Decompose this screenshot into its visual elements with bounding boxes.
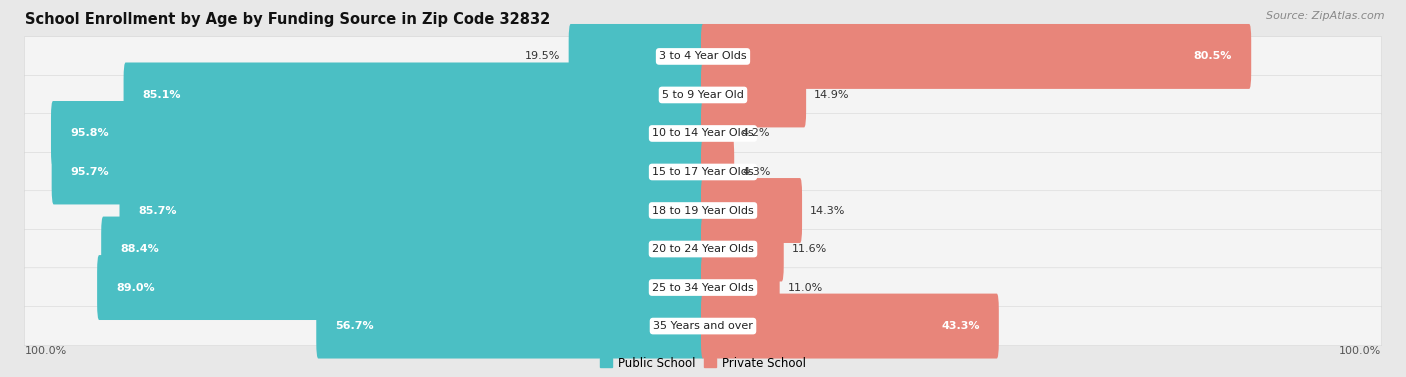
FancyBboxPatch shape xyxy=(24,152,1382,192)
FancyBboxPatch shape xyxy=(316,294,704,359)
FancyBboxPatch shape xyxy=(24,268,1382,307)
Text: 5 to 9 Year Old: 5 to 9 Year Old xyxy=(662,90,744,100)
FancyBboxPatch shape xyxy=(124,63,704,127)
Text: 85.7%: 85.7% xyxy=(139,205,177,216)
Text: 19.5%: 19.5% xyxy=(526,51,561,61)
Text: Source: ZipAtlas.com: Source: ZipAtlas.com xyxy=(1267,11,1385,21)
Text: 11.6%: 11.6% xyxy=(792,244,827,254)
Text: 14.9%: 14.9% xyxy=(814,90,849,100)
Text: 11.0%: 11.0% xyxy=(787,282,823,293)
FancyBboxPatch shape xyxy=(97,255,704,320)
Text: 95.8%: 95.8% xyxy=(70,129,108,138)
FancyBboxPatch shape xyxy=(24,37,1382,76)
Text: 43.3%: 43.3% xyxy=(942,321,980,331)
Legend: Public School, Private School: Public School, Private School xyxy=(595,352,811,374)
FancyBboxPatch shape xyxy=(702,24,1251,89)
Text: 100.0%: 100.0% xyxy=(24,346,66,356)
Text: 100.0%: 100.0% xyxy=(1340,346,1382,356)
FancyBboxPatch shape xyxy=(24,307,1382,346)
FancyBboxPatch shape xyxy=(24,229,1382,269)
FancyBboxPatch shape xyxy=(702,63,806,127)
Text: 80.5%: 80.5% xyxy=(1194,51,1232,61)
Text: 4.2%: 4.2% xyxy=(742,129,770,138)
Text: 85.1%: 85.1% xyxy=(142,90,181,100)
Text: 35 Years and over: 35 Years and over xyxy=(652,321,754,331)
FancyBboxPatch shape xyxy=(52,139,704,204)
Text: 3 to 4 Year Olds: 3 to 4 Year Olds xyxy=(659,51,747,61)
Text: 18 to 19 Year Olds: 18 to 19 Year Olds xyxy=(652,205,754,216)
Text: 4.3%: 4.3% xyxy=(742,167,770,177)
FancyBboxPatch shape xyxy=(120,178,704,243)
Text: 89.0%: 89.0% xyxy=(117,282,155,293)
Text: School Enrollment by Age by Funding Source in Zip Code 32832: School Enrollment by Age by Funding Sour… xyxy=(24,12,550,28)
Text: 10 to 14 Year Olds: 10 to 14 Year Olds xyxy=(652,129,754,138)
FancyBboxPatch shape xyxy=(51,101,704,166)
FancyBboxPatch shape xyxy=(702,216,783,282)
FancyBboxPatch shape xyxy=(702,101,734,166)
Text: 56.7%: 56.7% xyxy=(335,321,374,331)
Text: 88.4%: 88.4% xyxy=(120,244,159,254)
FancyBboxPatch shape xyxy=(24,114,1382,153)
FancyBboxPatch shape xyxy=(702,178,801,243)
FancyBboxPatch shape xyxy=(24,191,1382,230)
FancyBboxPatch shape xyxy=(702,255,780,320)
Text: 14.3%: 14.3% xyxy=(810,205,845,216)
Text: 25 to 34 Year Olds: 25 to 34 Year Olds xyxy=(652,282,754,293)
FancyBboxPatch shape xyxy=(702,139,734,204)
FancyBboxPatch shape xyxy=(101,216,704,282)
Text: 20 to 24 Year Olds: 20 to 24 Year Olds xyxy=(652,244,754,254)
FancyBboxPatch shape xyxy=(568,24,704,89)
FancyBboxPatch shape xyxy=(24,75,1382,115)
FancyBboxPatch shape xyxy=(702,294,998,359)
Text: 15 to 17 Year Olds: 15 to 17 Year Olds xyxy=(652,167,754,177)
Text: 95.7%: 95.7% xyxy=(70,167,110,177)
